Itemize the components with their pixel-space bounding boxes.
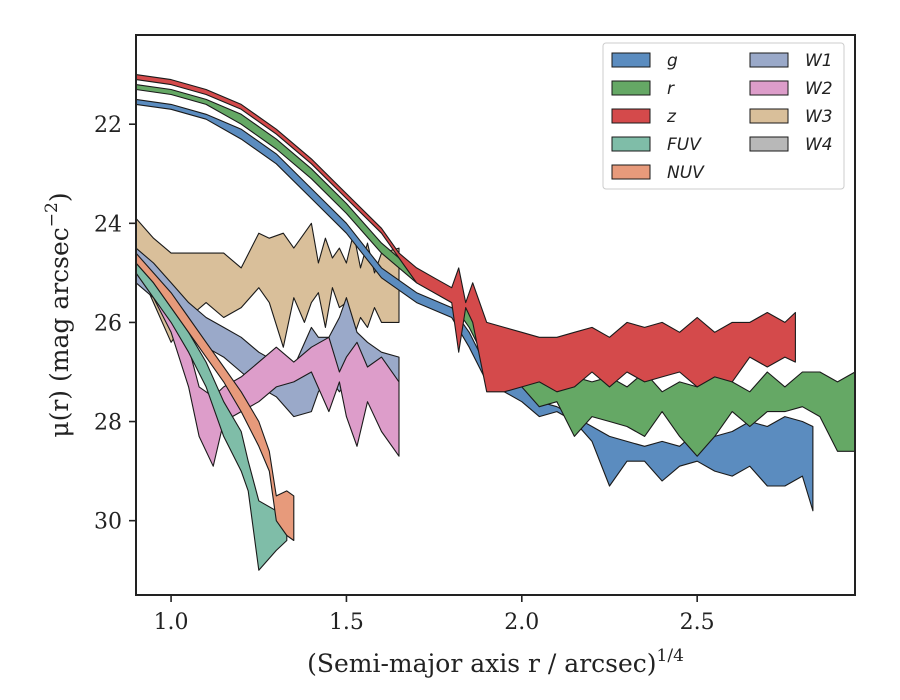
legend-label-z: z (666, 107, 677, 127)
series-band-fuv (135, 262, 288, 571)
legend-swatch-fuv (611, 136, 651, 152)
axis-ticks: 1.0 1.5 2.0 2.5 22 24 26 28 30 (94, 113, 715, 635)
x-tick-label: 2.0 (504, 610, 539, 635)
y-axis-title-exponent: −2 (42, 202, 62, 227)
legend-swatch-g (611, 52, 651, 68)
legend-label-fuv: FUV (667, 135, 702, 155)
legend-label-w2: W2 (805, 79, 833, 99)
y-tick-label: 30 (94, 510, 122, 535)
y-tick-label: 22 (94, 113, 122, 138)
legend-swatch-nuv (611, 164, 651, 180)
legend: grz FUV NUV W1 W2 W3 W4 (602, 42, 845, 190)
legend-label-nuv: NUV (667, 163, 705, 183)
series-band-w3 (135, 217, 400, 348)
legend-swatch-w3 (749, 108, 789, 124)
x-tick-label: 1.0 (154, 610, 189, 635)
x-axis-title-exponent: 1/4 (657, 646, 684, 666)
x-tick-label: 2.5 (680, 610, 715, 635)
series-band-nuv (135, 252, 295, 542)
y-tick-label: 24 (94, 212, 122, 237)
legend-swatch-r (611, 80, 651, 96)
series-band-z (135, 74, 796, 393)
legend-swatch-w1 (749, 52, 789, 68)
legend-box (602, 42, 845, 190)
y-axis-title-text: μ(r) (mag arcsec (45, 227, 74, 437)
y-tick-label: 28 (94, 411, 122, 436)
y-axis-title: μ(r) (mag arcsec−2) (42, 192, 74, 437)
y-tick-label: 26 (94, 311, 122, 336)
series-band-g (135, 98, 814, 512)
legend-label-g: g (667, 51, 678, 71)
legend-swatch-w2 (749, 80, 789, 96)
x-axis-title: (Semi-major axis r / arcsec)1/4 (307, 646, 684, 678)
legend-label-w1: W1 (805, 51, 833, 71)
series-layer (135, 74, 856, 571)
x-axis-title-text: (Semi-major axis r / arcsec) (307, 649, 656, 678)
y-axis-title-close: ) (45, 192, 74, 202)
legend-label-r: r (667, 79, 675, 99)
legend-swatch-w4 (749, 136, 789, 152)
legend-swatch-z (611, 108, 651, 124)
legend-label-w4: W4 (805, 135, 833, 155)
x-tick-label: 1.5 (329, 610, 364, 635)
plot-frame (135, 34, 856, 596)
legend-label-w3: W3 (805, 107, 833, 127)
